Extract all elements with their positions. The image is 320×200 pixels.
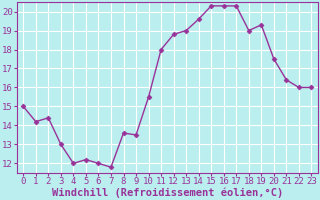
X-axis label: Windchill (Refroidissement éolien,°C): Windchill (Refroidissement éolien,°C) [52,187,283,198]
